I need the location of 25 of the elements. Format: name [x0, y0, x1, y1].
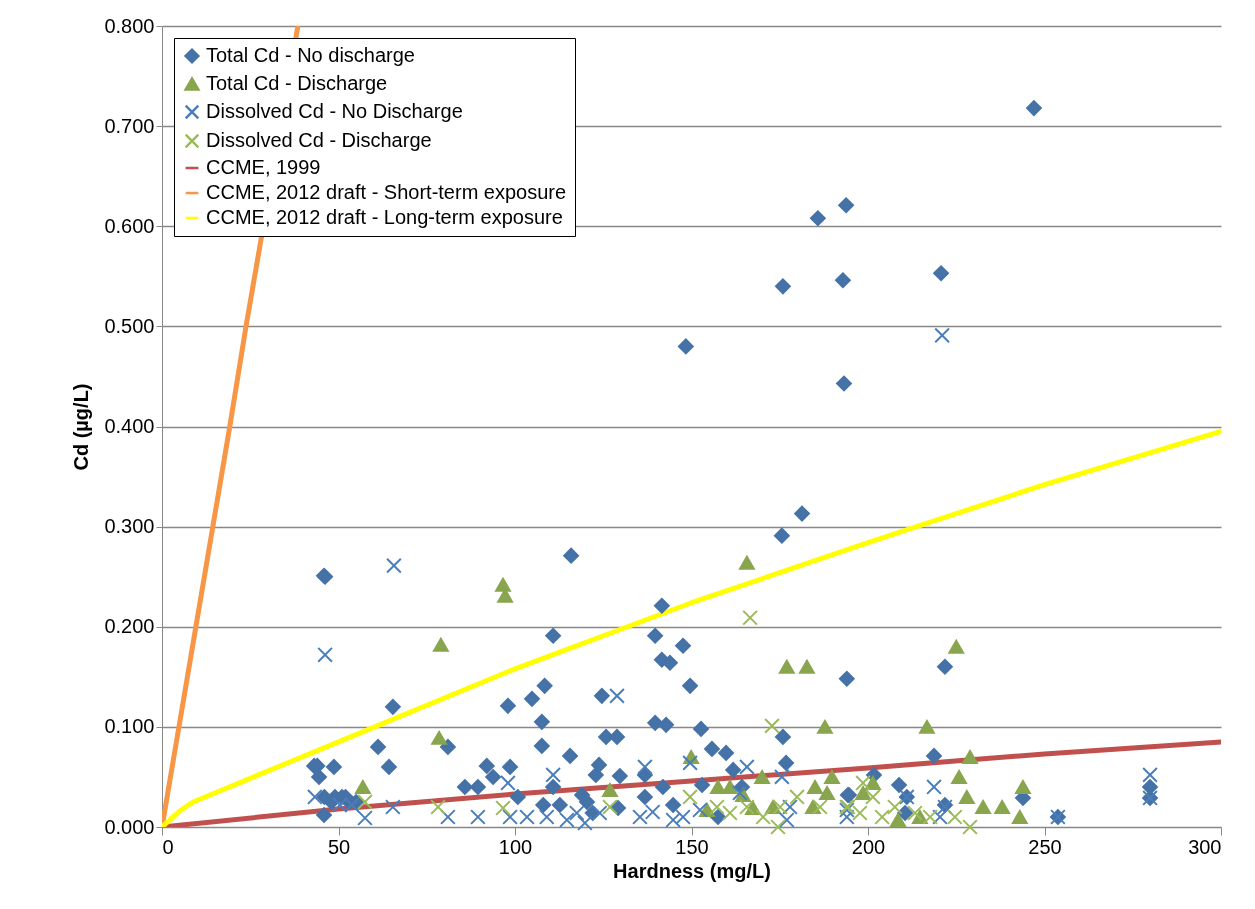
legend-label: Dissolved Cd - Discharge — [206, 129, 432, 151]
x-tick-label: 50 — [327, 835, 351, 858]
y-tick-label: 0.000 — [104, 815, 155, 838]
x-tick-label: 300 — [1188, 835, 1222, 858]
legend-label: CCME, 2012 draft - Short-term exposure — [206, 181, 567, 203]
y-tick-label: 0.300 — [104, 515, 155, 538]
legend-label: CCME, 1999 — [206, 156, 321, 178]
legend-label: Total Cd - Discharge — [206, 72, 388, 94]
x-tick-label: 0 — [162, 835, 174, 858]
y-tick-label: 0.800 — [104, 14, 155, 37]
x-tick-label: 200 — [851, 835, 886, 858]
y-tick-label: 0.400 — [104, 415, 155, 437]
x-tick-label: 100 — [498, 835, 533, 858]
x-axis-title: Hardness (mg/L) — [613, 859, 771, 882]
y-tick-label: 0.100 — [104, 715, 155, 738]
legend-label: Total Cd - No discharge — [206, 44, 415, 66]
y-tick-label: 0.700 — [104, 114, 155, 137]
y-tick-label: 0.500 — [104, 314, 155, 337]
x-tick-label: 250 — [1028, 835, 1062, 858]
y-axis-title: Cd (µg/L) — [70, 383, 93, 471]
x-tick-label: 150 — [675, 835, 709, 858]
y-tick-label: 0.200 — [104, 615, 155, 638]
legend-label: Dissolved Cd - No Discharge — [206, 100, 463, 122]
legend-label: CCME, 2012 draft - Long-term exposure — [206, 206, 563, 228]
y-tick-label: 0.600 — [104, 214, 155, 237]
